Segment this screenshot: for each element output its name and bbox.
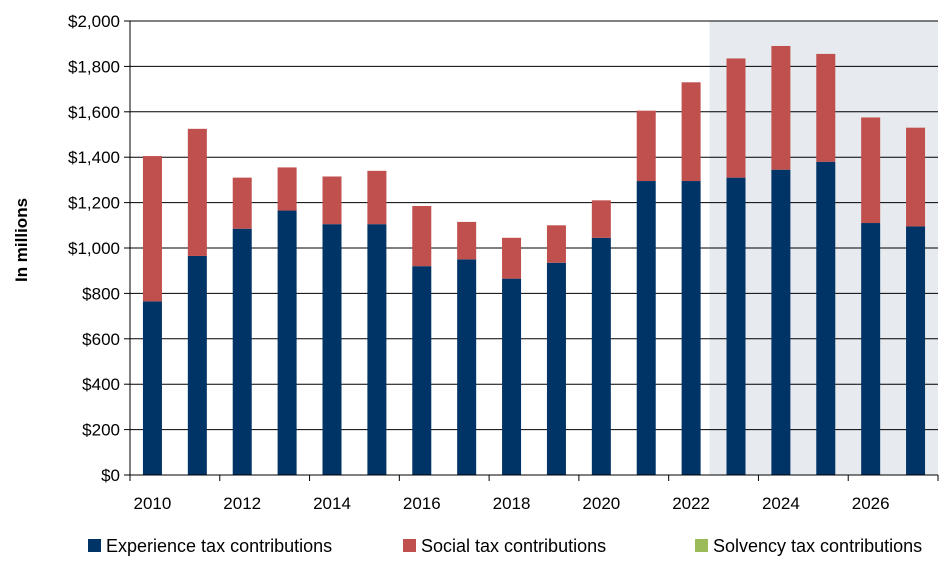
bar-social-2020 [591, 200, 611, 238]
y-tick-label: $1,000 [68, 239, 120, 258]
bar-social-2010 [142, 156, 162, 302]
bar-social-2012 [232, 177, 252, 229]
bar-social-2026 [861, 117, 881, 224]
legend-swatch-solvency [695, 539, 708, 552]
gridlines [130, 20, 938, 431]
x-tick-label: 2014 [313, 494, 351, 513]
bar-experience-2020 [591, 237, 611, 475]
y-tick-label: $1,200 [68, 194, 120, 213]
y-tick-label: $800 [82, 284, 120, 303]
legend-label-experience: Experience tax contributions [106, 536, 332, 556]
bar-social-2025 [816, 53, 836, 162]
x-tick-label: 2022 [672, 494, 710, 513]
legend: Experience tax contributions Social tax c… [88, 536, 922, 556]
bar-experience-2024 [771, 169, 791, 475]
y-tick-label: $1,800 [68, 57, 120, 76]
bar-experience-2011 [187, 255, 207, 475]
bar-social-2023 [726, 58, 746, 178]
y-tick-label: $200 [82, 421, 120, 440]
legend-label-social: Social tax contributions [421, 536, 606, 556]
bar-experience-2019 [546, 262, 566, 475]
x-tick-label: 2016 [403, 494, 441, 513]
y-tick-label: $2,000 [68, 12, 120, 31]
legend-swatch-experience [88, 539, 101, 552]
bar-social-2027 [906, 127, 926, 227]
y-tick-label: $0 [101, 466, 120, 485]
bar-experience-2025 [816, 161, 836, 476]
x-tick-label: 2020 [582, 494, 620, 513]
bar-social-2015 [367, 170, 387, 225]
bar-experience-2022 [681, 181, 701, 475]
y-tick-label: $400 [82, 375, 120, 394]
x-tick-label: 2012 [223, 494, 261, 513]
bar-experience-2016 [412, 266, 432, 475]
y-tick-label: $1,400 [68, 148, 120, 167]
bar-experience-2014 [322, 224, 342, 475]
bar-experience-2027 [906, 226, 926, 475]
bar-social-2024 [771, 45, 791, 170]
y-axis-ticks: $0 $200 $400 $600 $800 $1,000 $1,200 $1,400 $1,6… [68, 12, 130, 485]
x-tick-label: 2024 [762, 494, 800, 513]
bar-experience-2017 [457, 259, 477, 475]
legend-label-solvency: Solvency tax contributions [713, 536, 922, 556]
bar-social-2013 [277, 167, 297, 211]
bar-experience-2018 [502, 278, 522, 475]
bar-experience-2010 [142, 301, 162, 475]
y-tick-label: $600 [82, 330, 120, 349]
bar-experience-2026 [861, 223, 881, 475]
bar-social-2019 [546, 225, 566, 263]
bar-social-2016 [412, 206, 432, 267]
bar-social-2022 [681, 82, 701, 182]
x-tick-label: 2026 [852, 494, 890, 513]
x-tick-label: 2010 [134, 494, 172, 513]
bar-experience-2023 [726, 177, 746, 475]
bar-social-2021 [636, 110, 656, 182]
x-axis-ticks: 2010 2012 2014 2016 2018 2020 2022 2024 2026 [129, 475, 939, 513]
bar-experience-2012 [232, 228, 252, 475]
bar-social-2011 [187, 128, 207, 256]
x-tick-label: 2018 [493, 494, 531, 513]
bar-social-2017 [457, 221, 477, 260]
bars [142, 45, 926, 476]
bar-social-2018 [502, 237, 522, 279]
y-tick-label: $1,600 [68, 103, 120, 122]
bar-experience-2015 [367, 224, 387, 475]
bar-experience-2021 [636, 181, 656, 475]
bar-experience-2013 [277, 210, 297, 476]
y-axis-title: In millions [12, 198, 31, 282]
bar-social-2014 [322, 176, 342, 225]
legend-swatch-social [403, 539, 416, 552]
